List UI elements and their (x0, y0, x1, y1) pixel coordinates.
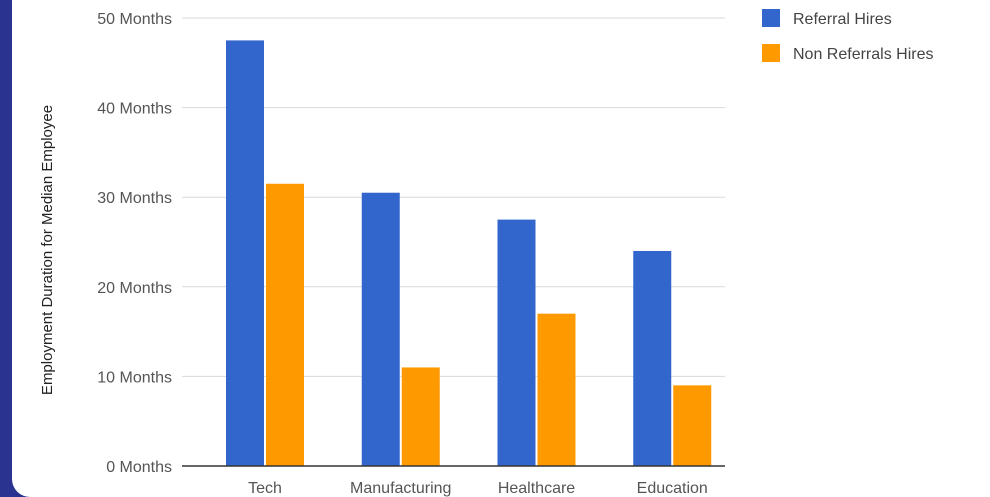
y-tick-label: 10 Months (97, 369, 172, 386)
y-axis-label: Employment Duration for Median Employee (39, 105, 56, 395)
y-axis-tick-labels: 0 Months 10 Months 20 Months 30 Months 40 Mo… (97, 11, 172, 476)
y-tick-label: 30 Months (97, 190, 172, 207)
bar-1-1 (401, 367, 440, 466)
legend-label: Non Referrals Hires (793, 46, 933, 63)
legend-label: Referral Hires (793, 11, 892, 28)
bar-0-3 (633, 250, 672, 466)
y-tick-label: 50 Months (97, 11, 172, 28)
legend-swatch (762, 44, 780, 62)
x-tick-label: Education (637, 480, 708, 497)
bars (226, 40, 712, 467)
bar-0-1 (361, 192, 400, 466)
bar-1-0 (266, 183, 304, 466)
bar-0-2 (497, 219, 536, 466)
bar-1-2 (537, 313, 576, 466)
x-tick-label: Healthcare (498, 480, 575, 497)
legend-swatch (762, 9, 780, 27)
y-tick-label: 20 Months (97, 280, 172, 297)
x-tick-label: Tech (248, 480, 282, 497)
y-tick-label: 40 Months (97, 101, 172, 118)
x-axis-tick-labels: Tech Manufacturing Healthcare Education (248, 480, 708, 497)
bar-0-0 (226, 40, 264, 467)
y-tick-label: 0 Months (106, 459, 172, 476)
legend: Referral Hires Non Referrals Hires (762, 9, 933, 63)
chart-panel: 0 Months 10 Months 20 Months 30 Months 40 Mo… (12, 0, 990, 497)
bar-chart: 0 Months 10 Months 20 Months 30 Months 40 Mo… (39, 9, 933, 497)
bar-1-3 (673, 385, 712, 466)
x-tick-label: Manufacturing (350, 480, 451, 497)
